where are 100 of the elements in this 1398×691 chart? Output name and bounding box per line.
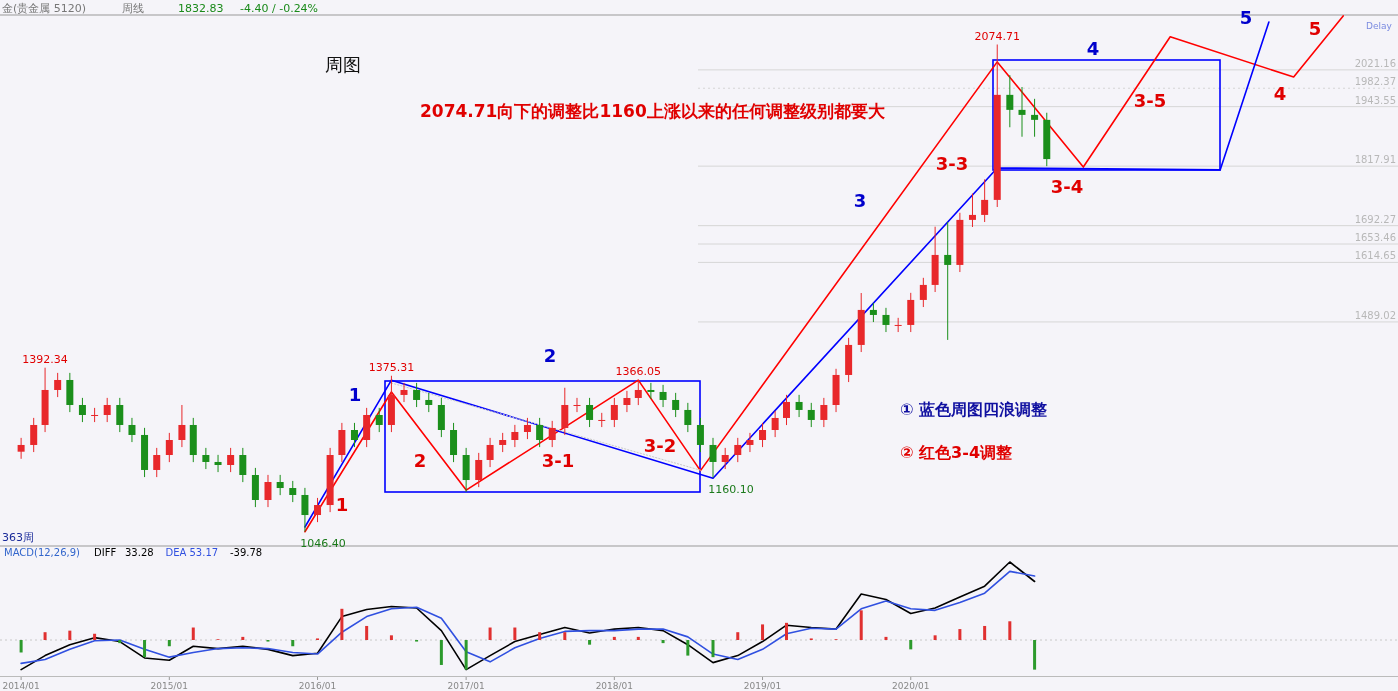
- candlestick: [400, 382, 408, 403]
- annotation: 5: [1308, 18, 1322, 39]
- bar: [389, 635, 393, 640]
- candlestick: [350, 422, 358, 448]
- candlestick: [1018, 86, 1026, 138]
- candlestick: [783, 394, 790, 426]
- candlestick: [894, 317, 902, 333]
- bar: [933, 635, 937, 640]
- candlestick: [647, 382, 655, 400]
- bar: [1033, 640, 1037, 670]
- annotation: 5: [1239, 7, 1253, 28]
- candlestick: [116, 397, 124, 433]
- bar: [93, 633, 97, 640]
- text: 周线: [122, 2, 144, 15]
- bar: [761, 624, 765, 640]
- ref-line-label: 1614.65: [1354, 250, 1396, 262]
- candlestick: [659, 384, 667, 408]
- text: 53.17: [189, 547, 219, 558]
- candlestick: [548, 420, 556, 448]
- annotation: 363周: [2, 531, 34, 544]
- x-tick-label: 2016/01: [298, 681, 337, 691]
- bar: [785, 622, 788, 640]
- bar: [340, 608, 344, 640]
- candlestick: [165, 432, 173, 463]
- x-tick-label: 2019/01: [743, 681, 782, 691]
- candlestick: [1031, 98, 1039, 138]
- text: -39.78: [230, 547, 263, 558]
- bar: [859, 610, 863, 640]
- bar: [19, 640, 23, 653]
- bar: [538, 632, 542, 640]
- candlestick: [919, 277, 927, 308]
- x-tick-label: 2017/01: [447, 681, 485, 691]
- bar: [167, 640, 171, 647]
- text: 33.28: [125, 547, 154, 558]
- candlestick: [153, 447, 161, 478]
- bar: [661, 640, 665, 644]
- candlestick: [511, 424, 519, 448]
- bar: [43, 632, 47, 640]
- ref-line-label: 1817.91: [1354, 154, 1396, 166]
- candlestick: [561, 387, 569, 436]
- bar: [711, 640, 715, 658]
- candlestick: [981, 178, 989, 223]
- text: 2074.71: [974, 29, 1020, 43]
- ref-line-label: 2021.16: [1354, 57, 1396, 69]
- text: 周图: [325, 54, 361, 75]
- bar: [513, 627, 517, 640]
- candlestick: [78, 397, 86, 423]
- annotation: 1: [348, 384, 362, 405]
- bar: [983, 625, 987, 640]
- candlestick: [610, 397, 618, 428]
- candlestick: [1006, 74, 1014, 128]
- ref-line-label: 1692.27: [1354, 213, 1396, 225]
- candlestick: [598, 412, 606, 428]
- text: DIFF: [94, 547, 117, 558]
- candlestick: [721, 447, 729, 470]
- candlestick: [746, 432, 754, 453]
- text: 1832.83: [178, 2, 224, 15]
- candlestick: [523, 417, 531, 440]
- candlestick: [301, 487, 309, 533]
- candlestick: [944, 221, 952, 341]
- candlestick: [795, 394, 803, 418]
- candlestick: [128, 417, 136, 443]
- annotation: 3-3: [935, 153, 969, 174]
- text: 1366.05: [615, 365, 662, 379]
- candlestick: [696, 417, 704, 453]
- bar: [464, 640, 468, 670]
- candlestick: [968, 193, 976, 228]
- text: -4.40 / -0.24%: [240, 2, 319, 15]
- ref-line-label: 1653.46: [1354, 232, 1396, 244]
- ref-line-label: 1982.37: [1354, 76, 1396, 88]
- candlestick: [17, 437, 25, 460]
- candlestick: [276, 474, 284, 496]
- candlestick: [759, 422, 767, 448]
- candlestick: [314, 497, 322, 523]
- bar: [884, 636, 888, 640]
- candlestick: [536, 417, 544, 448]
- candlestick: [178, 404, 186, 448]
- annotation: 4: [1086, 38, 1100, 59]
- annotation: 3-5: [1133, 90, 1167, 111]
- annotation: ① 蓝色周图四浪调整: [900, 400, 1048, 419]
- x-tick-label: 2020/01: [892, 681, 930, 691]
- candlestick: [623, 390, 631, 413]
- bar: [736, 632, 740, 640]
- bar: [1008, 621, 1012, 640]
- bar: [365, 625, 369, 640]
- annotation: 3: [853, 190, 867, 211]
- bar: [958, 629, 962, 640]
- x-tick-label: 2014/01: [2, 681, 40, 691]
- candlestick: [771, 410, 779, 438]
- text: 1046.40: [300, 536, 346, 550]
- candlestick: [634, 379, 642, 406]
- bar: [143, 640, 147, 658]
- text: DEA: [165, 547, 187, 558]
- candlestick: [375, 407, 383, 433]
- candlestick: [30, 417, 38, 453]
- candlestick: [807, 402, 815, 428]
- chart-title: MACD(12,26,9): [4, 547, 81, 558]
- candlestick: [54, 372, 62, 398]
- candlestick: [869, 302, 877, 323]
- candlestick: [475, 452, 483, 488]
